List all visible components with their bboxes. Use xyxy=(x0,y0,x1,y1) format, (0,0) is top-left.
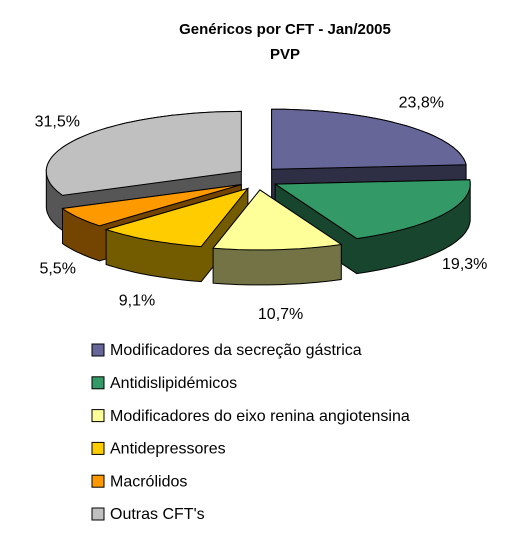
pie-slice xyxy=(212,189,343,286)
chart-title: Genéricos por CFT - Jan/2005 xyxy=(179,21,391,38)
legend-label: Outras CFT's xyxy=(110,506,205,523)
legend-label: Modificadores da secreção gástrica xyxy=(110,342,362,359)
slice-top xyxy=(104,187,250,248)
slice-top xyxy=(45,110,242,196)
legend-label: Modificadores do eixo renina angiotensin… xyxy=(110,408,410,425)
chart-subtitle: PVP xyxy=(270,46,300,63)
data-label: 5,5% xyxy=(39,260,75,277)
data-label: 9,1% xyxy=(119,292,155,309)
legend-swatch xyxy=(91,343,105,357)
legend-swatch xyxy=(91,376,105,390)
data-label: 31,5% xyxy=(35,113,80,130)
legend-label: Antidislipidémicos xyxy=(110,375,237,392)
legend-swatch xyxy=(91,409,105,423)
data-label: 23,8% xyxy=(399,94,444,111)
legend-swatch xyxy=(91,441,105,455)
legend-label: Macrólidos xyxy=(110,473,187,490)
pie-slice xyxy=(104,187,250,283)
data-label: 19,3% xyxy=(442,256,487,273)
legend-label: Antidepressores xyxy=(110,441,226,458)
slice-top xyxy=(271,108,467,170)
legend-swatch xyxy=(91,474,105,488)
legend-swatch xyxy=(91,507,105,521)
slice-top xyxy=(212,189,343,251)
data-label: 10,7% xyxy=(258,306,303,323)
slice-top xyxy=(61,184,242,227)
slice-top xyxy=(273,179,471,240)
